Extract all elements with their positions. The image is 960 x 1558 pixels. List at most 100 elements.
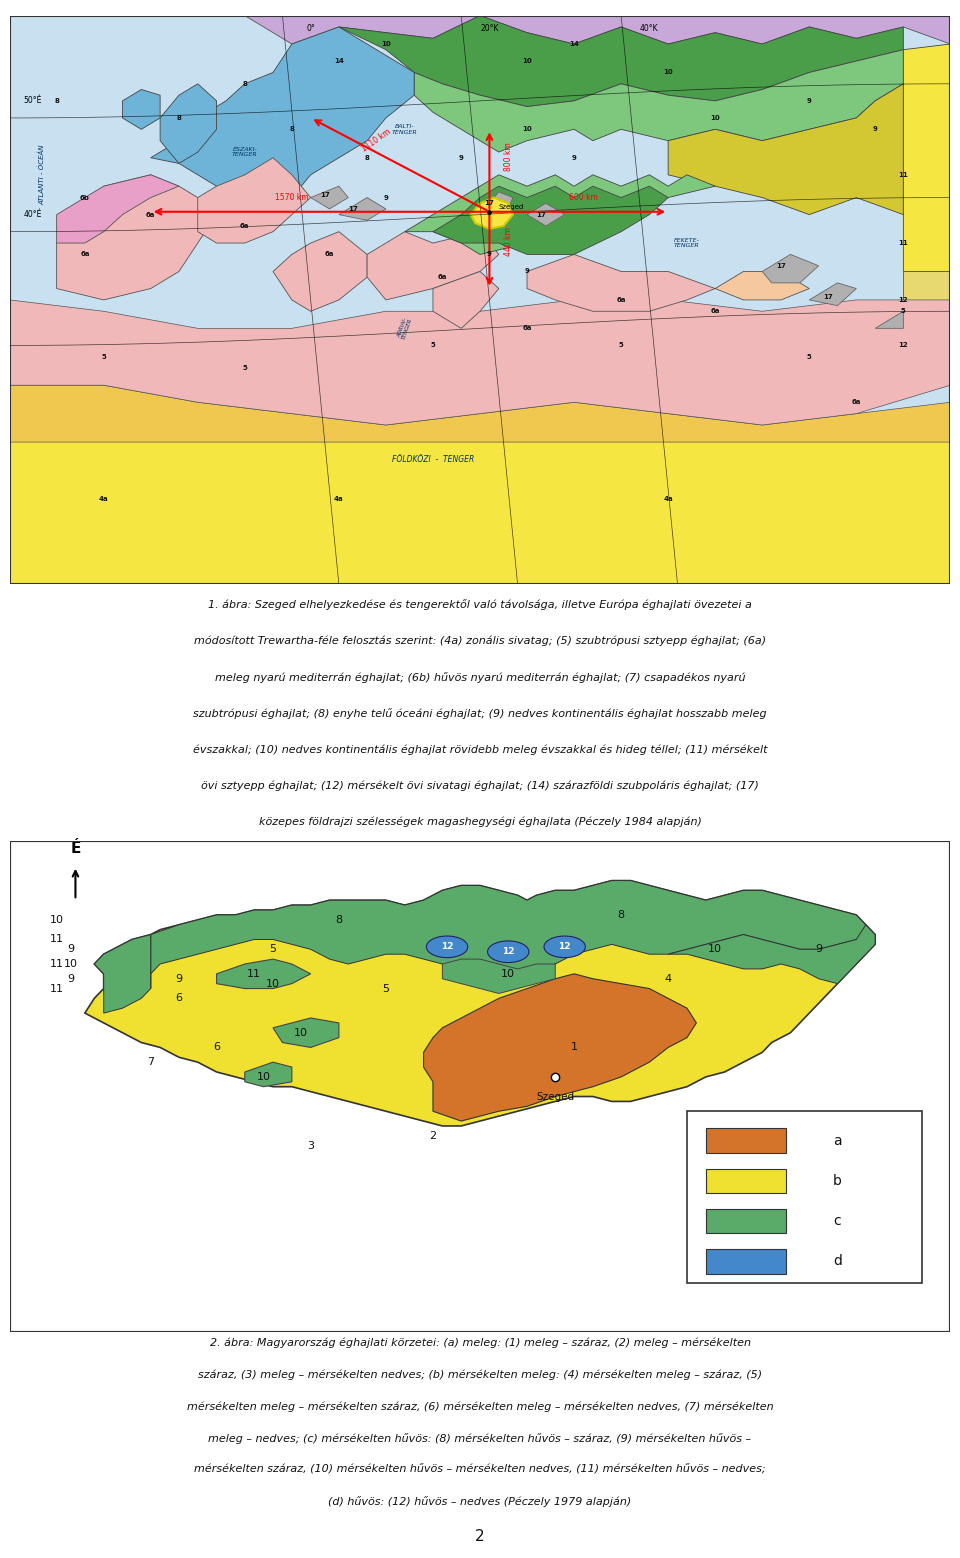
Text: 9: 9 <box>67 944 74 955</box>
Text: 6a: 6a <box>81 251 89 257</box>
Polygon shape <box>903 44 950 271</box>
Polygon shape <box>57 174 217 299</box>
Polygon shape <box>10 385 950 442</box>
Polygon shape <box>668 84 903 215</box>
Text: 6b: 6b <box>80 195 90 201</box>
Text: 20°K: 20°K <box>480 23 498 33</box>
Text: 14: 14 <box>569 41 579 47</box>
Text: 6a: 6a <box>146 212 156 218</box>
Text: 9: 9 <box>459 154 464 160</box>
Polygon shape <box>809 284 856 305</box>
Text: 9: 9 <box>815 944 823 955</box>
Polygon shape <box>903 271 950 357</box>
Polygon shape <box>84 880 876 1126</box>
Text: Szeged: Szeged <box>499 204 524 210</box>
Text: 12: 12 <box>559 943 571 952</box>
Text: (d) hűvös: (12) hűvös – nedves (Péczely 1979 alapján): (d) hűvös: (12) hűvös – nedves (Péczely … <box>328 1496 632 1507</box>
Text: 5: 5 <box>619 343 623 349</box>
Text: BALTI-
TENGER: BALTI- TENGER <box>392 125 418 134</box>
Text: 6a: 6a <box>852 399 861 405</box>
Text: 2: 2 <box>475 1528 485 1544</box>
Text: 12: 12 <box>899 343 908 349</box>
Text: 7: 7 <box>147 1058 155 1067</box>
Bar <box>706 1128 785 1153</box>
Polygon shape <box>10 442 950 584</box>
Text: 17: 17 <box>485 201 494 206</box>
Text: 11: 11 <box>899 240 908 246</box>
Text: 14: 14 <box>334 58 344 64</box>
Polygon shape <box>123 89 160 129</box>
Polygon shape <box>367 232 499 299</box>
Text: É: É <box>70 841 81 855</box>
Text: mérsékelten meleg – mérsékelten száraz, (6) mérsékelten meleg – mérsékelten nedv: mérsékelten meleg – mérsékelten száraz, … <box>186 1401 774 1412</box>
Text: mérsékelten száraz, (10) mérsékelten hűvös – mérsékelten nedves, (11) mérsékelte: mérsékelten száraz, (10) mérsékelten hűv… <box>194 1465 766 1474</box>
Text: közepes földrajzi szélességek magashegységi éghajlata (Péczely 1984 alapján): közepes földrajzi szélességek magashegys… <box>258 816 702 827</box>
Polygon shape <box>433 187 668 254</box>
Text: 9: 9 <box>176 974 182 983</box>
Polygon shape <box>527 254 715 312</box>
Text: c: c <box>833 1214 841 1228</box>
Text: 10: 10 <box>708 944 722 955</box>
Polygon shape <box>57 174 179 243</box>
Polygon shape <box>433 271 499 329</box>
Text: 10: 10 <box>710 115 720 122</box>
Text: módosított Trewartha-féle felosztás szerint: (4a) zonális sivatag; (5) szubtrópu: módosított Trewartha-féle felosztás szer… <box>194 636 766 647</box>
Text: 9: 9 <box>524 268 530 274</box>
Polygon shape <box>668 925 876 983</box>
Text: 12: 12 <box>899 298 908 302</box>
Polygon shape <box>527 203 564 226</box>
Text: 17: 17 <box>777 263 786 270</box>
Text: 1110 km: 1110 km <box>360 128 393 154</box>
Text: 4a: 4a <box>663 495 673 502</box>
Circle shape <box>426 936 468 958</box>
Text: 11: 11 <box>248 969 261 978</box>
Text: 6a: 6a <box>522 326 532 332</box>
Text: 5: 5 <box>102 354 106 360</box>
Circle shape <box>544 936 586 958</box>
Text: szubtrópusi éghajlat; (8) enyhe telű óceáni éghajlat; (9) nedves kontinentális é: szubtrópusi éghajlat; (8) enyhe telű óce… <box>193 707 767 718</box>
Bar <box>706 1250 785 1274</box>
Text: 40°É: 40°É <box>24 210 42 220</box>
Polygon shape <box>311 187 348 209</box>
Polygon shape <box>339 16 903 106</box>
Polygon shape <box>715 271 809 299</box>
Text: 4a: 4a <box>334 495 344 502</box>
Polygon shape <box>423 974 696 1122</box>
Text: 17: 17 <box>537 212 546 218</box>
Text: 11: 11 <box>50 960 63 969</box>
Polygon shape <box>762 254 819 284</box>
Text: 8: 8 <box>617 910 625 919</box>
Text: 8: 8 <box>177 115 181 122</box>
Text: 5: 5 <box>382 983 390 994</box>
Polygon shape <box>339 198 386 220</box>
Text: FEKETE-
TENGER: FEKETE- TENGER <box>674 238 700 248</box>
Text: 17: 17 <box>320 192 329 198</box>
Text: 9: 9 <box>67 974 74 983</box>
Polygon shape <box>198 157 311 243</box>
Text: 600 km: 600 km <box>569 193 598 203</box>
Text: 6: 6 <box>213 1042 220 1053</box>
Polygon shape <box>151 26 414 215</box>
Text: 10: 10 <box>522 58 532 64</box>
Polygon shape <box>490 192 513 209</box>
Text: 8: 8 <box>242 81 248 87</box>
Text: 17: 17 <box>348 206 358 212</box>
Text: 11: 11 <box>899 171 908 178</box>
Polygon shape <box>470 198 513 229</box>
Text: 2. ábra: Magyarország éghajlati körzetei: (a) meleg: (1) meleg – száraz, (2) mel: 2. ábra: Magyarország éghajlati körzetei… <box>209 1338 751 1348</box>
Text: 1. ábra: Szeged elhelyezkedése és tengerektől való távolsága, illetve Európa égh: 1. ábra: Szeged elhelyezkedése és tenger… <box>208 600 752 611</box>
Text: 5: 5 <box>270 944 276 955</box>
Text: 800 km: 800 km <box>504 142 513 171</box>
Polygon shape <box>443 960 555 994</box>
Text: 9: 9 <box>571 154 577 160</box>
Text: 6: 6 <box>176 994 182 1003</box>
Polygon shape <box>273 232 367 312</box>
Polygon shape <box>10 299 950 425</box>
Text: 5: 5 <box>431 343 435 349</box>
Text: 0°: 0° <box>306 23 315 33</box>
Text: 1: 1 <box>570 1042 578 1053</box>
Polygon shape <box>414 50 903 153</box>
Text: Szeged: Szeged <box>537 1092 574 1102</box>
Text: 440 km: 440 km <box>504 227 513 257</box>
Circle shape <box>488 941 529 963</box>
